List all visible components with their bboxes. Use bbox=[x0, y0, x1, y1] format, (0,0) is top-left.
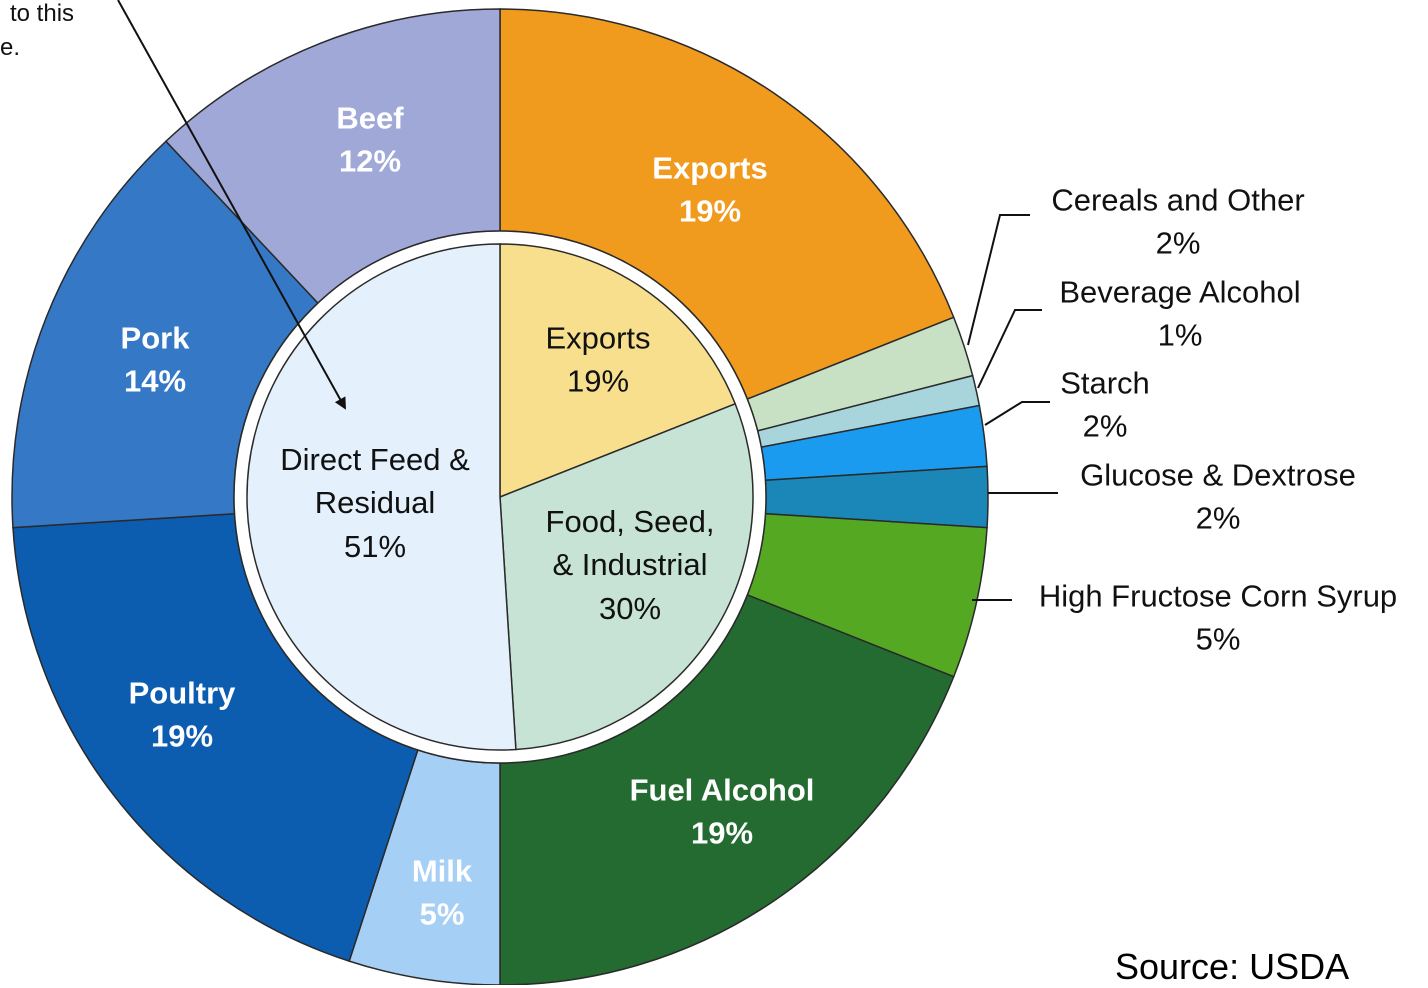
label-name: Exports bbox=[545, 320, 651, 356]
outer-label: Cereals and Other 2% bbox=[1051, 179, 1304, 266]
label-name: Fuel Alcohol bbox=[629, 772, 815, 808]
leader-line bbox=[984, 401, 1050, 426]
outer-label: Starch 2% bbox=[1060, 362, 1150, 449]
value-label: 2% bbox=[1155, 226, 1201, 261]
outer-label: Beverage Alcohol 1% bbox=[1059, 271, 1300, 358]
outer-label: Glucose & Dextrose 2% bbox=[1080, 454, 1356, 541]
label-name: Milk bbox=[411, 853, 473, 889]
value-label: 1% bbox=[1157, 318, 1203, 353]
value-label: 5% bbox=[1195, 622, 1241, 657]
value-label: 2% bbox=[1082, 409, 1128, 444]
inner-label: Exports 19% bbox=[545, 317, 650, 404]
inner-slice bbox=[499, 402, 754, 751]
value-label: 5% bbox=[419, 897, 465, 932]
inner-label: Direct Feed & Residual 51% bbox=[275, 438, 475, 568]
value-label: 19% bbox=[690, 816, 754, 851]
label-name: High Fructose Corn Syrup bbox=[1038, 578, 1398, 614]
outer-label: Beef 12% bbox=[336, 97, 403, 184]
outer-label: Poultry 19% bbox=[129, 672, 236, 759]
annotation: to this bbox=[10, 0, 75, 27]
label-name: Pork bbox=[120, 320, 190, 356]
source: Source: USDA bbox=[1115, 946, 1350, 987]
value-label: 30% bbox=[598, 590, 662, 626]
label-name: Poultry bbox=[128, 675, 236, 711]
leader-line bbox=[977, 309, 1042, 389]
label-name: Glucose & Dextrose bbox=[1080, 457, 1356, 493]
value-label: 19% bbox=[566, 364, 630, 399]
outer-label: Exports 19% bbox=[652, 147, 767, 234]
value-label: 51% bbox=[343, 528, 407, 564]
label-name: Beverage Alcohol bbox=[1059, 274, 1301, 310]
label-name: Direct Feed & Residual bbox=[280, 441, 470, 521]
inner-slice bbox=[246, 243, 517, 751]
outer-label: Pork 14% bbox=[121, 317, 190, 404]
value-label: 19% bbox=[150, 719, 214, 754]
inner-label: Food, Seed, & Industrial 30% bbox=[535, 500, 725, 630]
value-label: 2% bbox=[1195, 501, 1241, 536]
outer-label: Fuel Alcohol 19% bbox=[630, 769, 815, 856]
annotation-arrow bbox=[117, 0, 346, 410]
value-label: 19% bbox=[678, 194, 742, 229]
outer-label: High Fructose Corn Syrup 5% bbox=[1039, 575, 1397, 662]
label-name: Food, Seed, & Industrial bbox=[545, 503, 715, 583]
label-name: Cereals and Other bbox=[1051, 182, 1305, 218]
value-label: 12% bbox=[338, 144, 402, 179]
leader-line bbox=[967, 214, 1030, 346]
label-name: Beef bbox=[336, 100, 404, 136]
label-name: Exports bbox=[652, 150, 768, 186]
annotation: e. bbox=[0, 34, 21, 61]
label-name: Starch bbox=[1060, 365, 1150, 401]
outer-label: Milk 5% bbox=[412, 850, 472, 937]
value-label: 14% bbox=[123, 364, 187, 399]
inner-slice bbox=[499, 243, 737, 499]
